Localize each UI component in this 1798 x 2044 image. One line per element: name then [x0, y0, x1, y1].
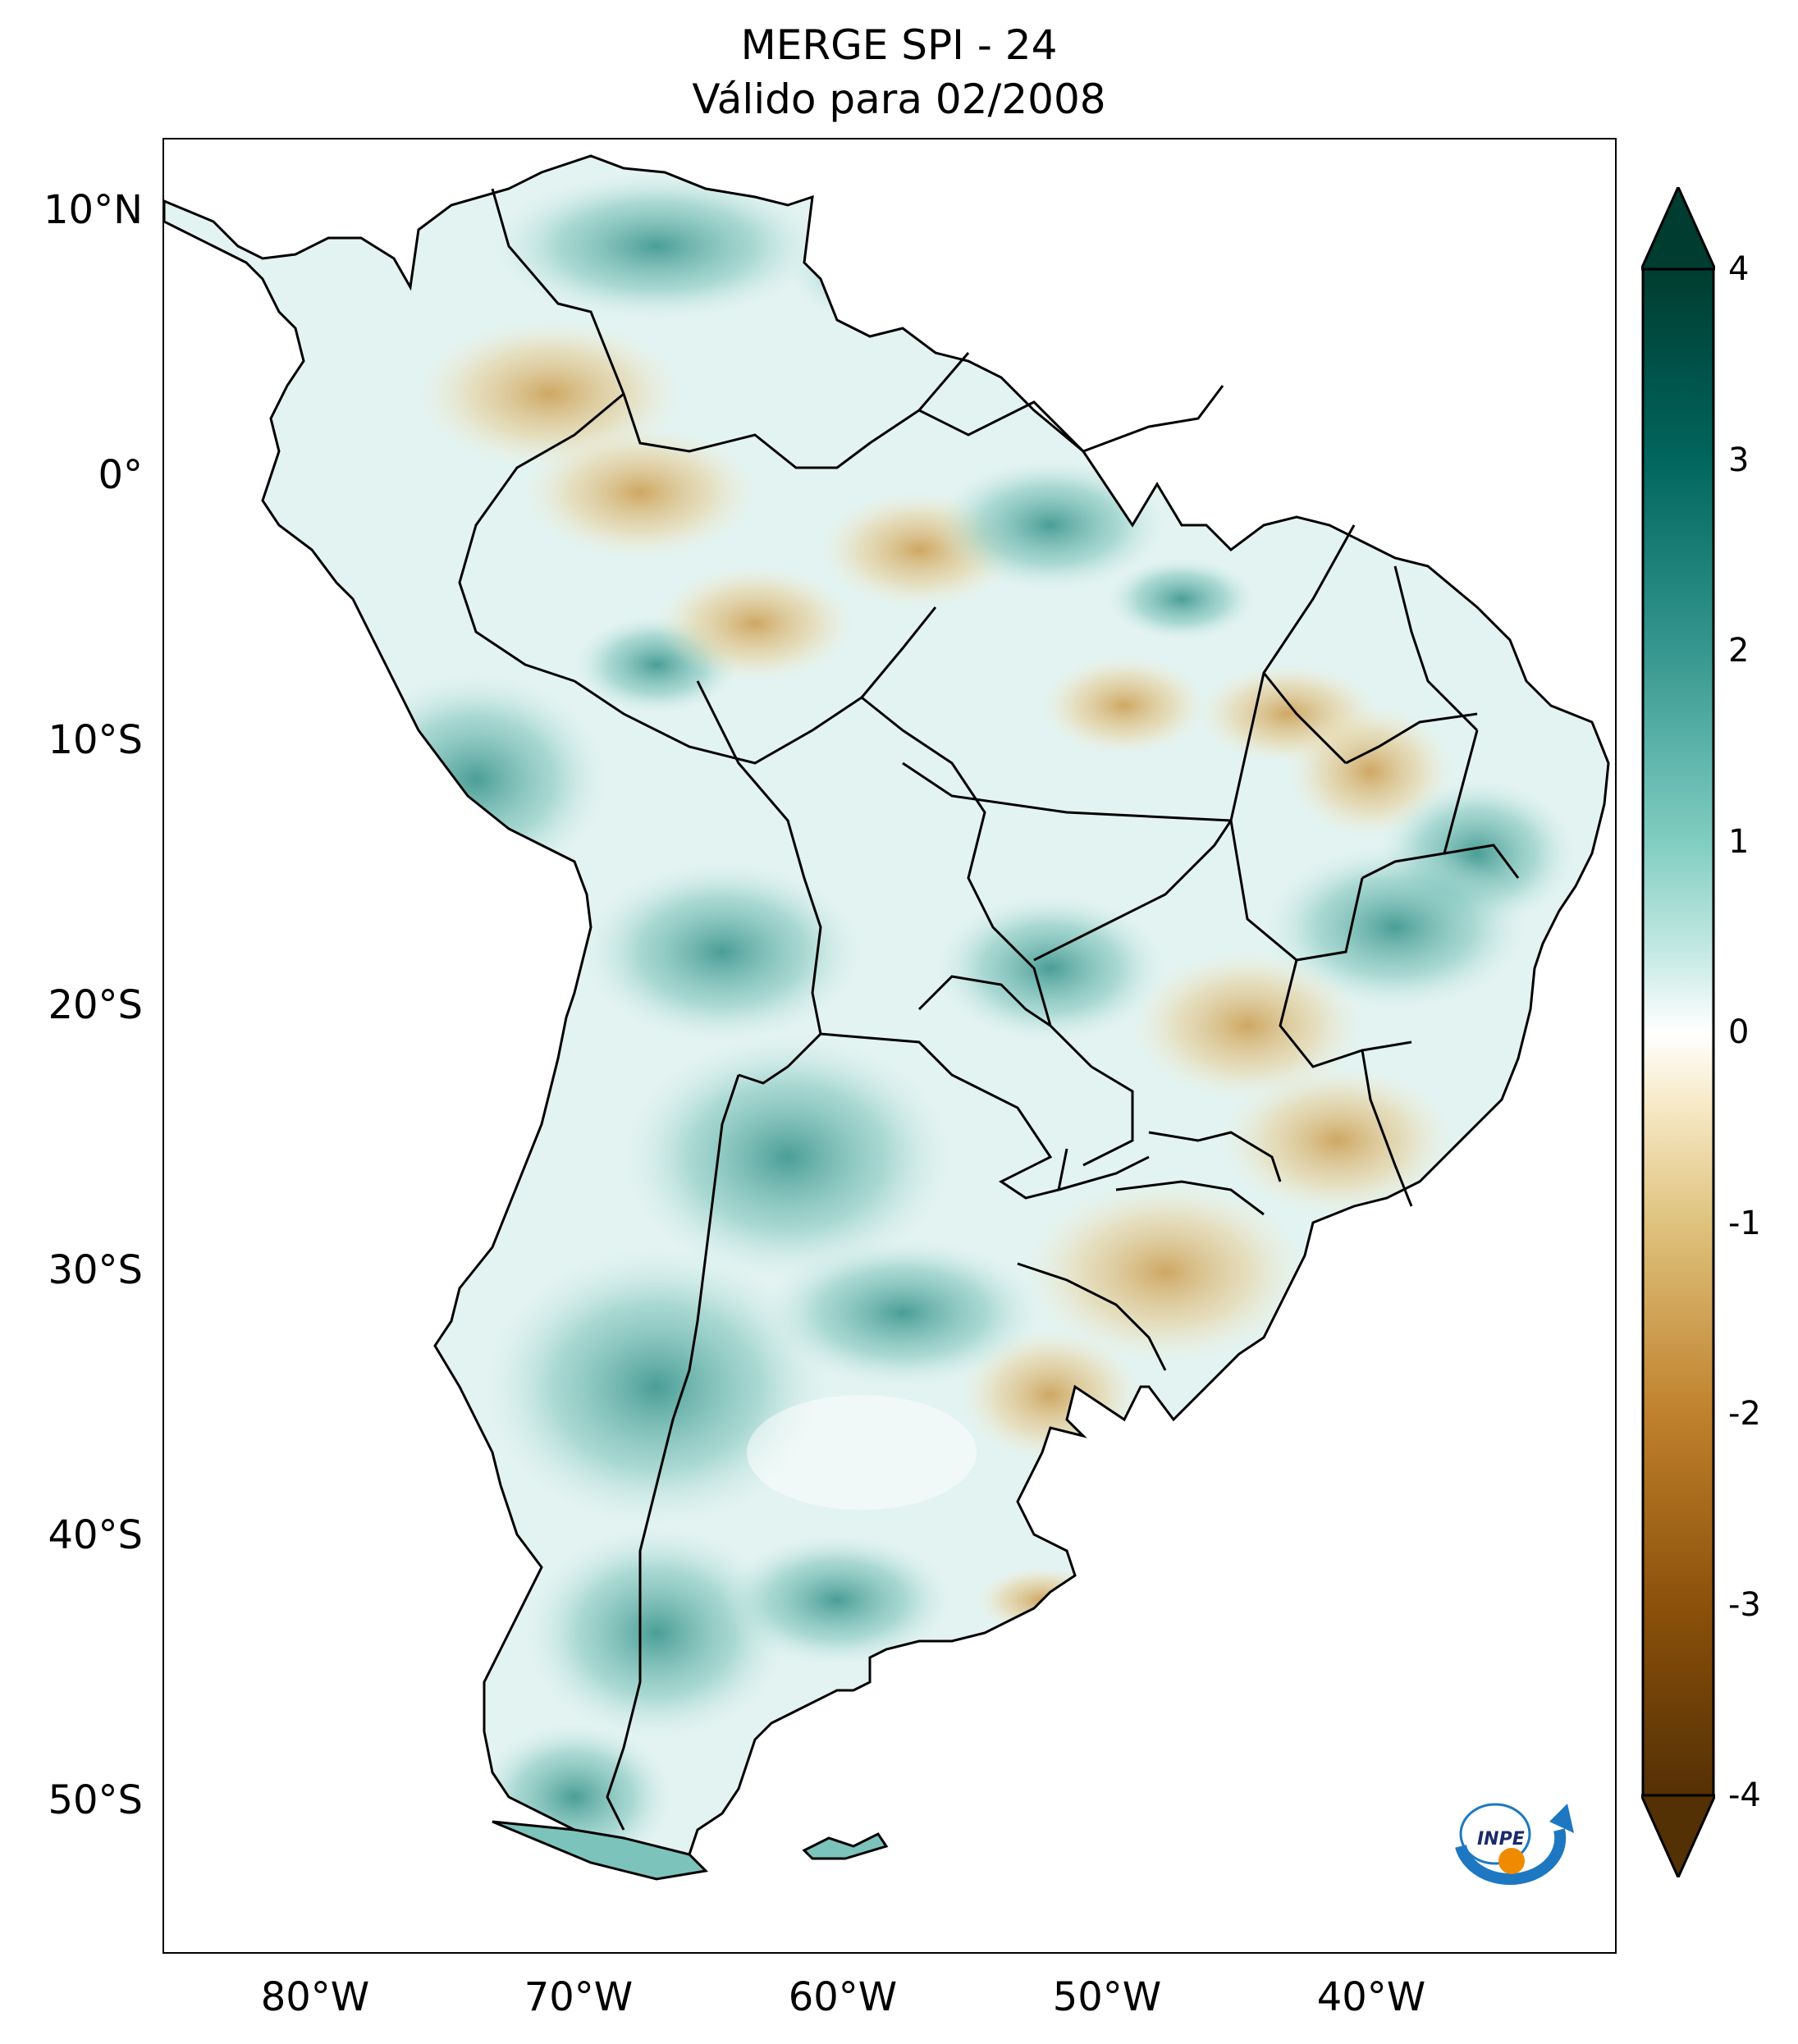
colorbar-tick-label: 4 [1728, 250, 1750, 288]
tierra-del-fuego [492, 1820, 709, 1881]
svg-text:INPE: INPE [1477, 1829, 1525, 1850]
political-borders [458, 188, 1520, 1831]
colorbar-max-arrow [1641, 187, 1715, 271]
colorbar-tick-label: -3 [1728, 1585, 1761, 1624]
colorbar-tick-label: -4 [1728, 1776, 1761, 1814]
lon-tick-50w: 50°W [1052, 1974, 1162, 2020]
colorbar-min-arrow [1641, 1794, 1715, 1877]
lon-tick-80w: 80°W [260, 1974, 370, 2020]
lat-tick-10n: 10°N [43, 187, 143, 233]
spi-colorbar [1641, 187, 1715, 1877]
colorbar-tick-label: 3 [1728, 441, 1750, 479]
lat-tick-0: 0° [98, 452, 143, 498]
lat-tick-40s: 40°S [48, 1512, 143, 1558]
lon-tick-40w: 40°W [1316, 1974, 1426, 2020]
map-panel [162, 138, 1617, 1954]
lat-tick-30s: 30°S [48, 1247, 143, 1293]
lon-tick-70w: 70°W [524, 1974, 634, 2020]
lon-tick-60w: 60°W [788, 1974, 898, 2020]
lat-tick-20s: 20°S [48, 982, 143, 1028]
colorbar-tick-label: -1 [1728, 1204, 1761, 1242]
lat-tick-50s: 50°S [48, 1777, 143, 1823]
lat-tick-10s: 10°S [48, 717, 143, 763]
colorbar-tick-label: 2 [1728, 632, 1750, 670]
colorbar-tick-label: 1 [1728, 822, 1750, 861]
colorbar-tick-label: 0 [1728, 1013, 1750, 1051]
map-title: MERGE SPI - 24 [740, 21, 1058, 69]
falkland-islands [802, 1832, 889, 1860]
colorbar-tick-label: -2 [1728, 1395, 1761, 1433]
south-america-map [164, 154, 1610, 1881]
inpe-logo: INPE [1455, 1803, 1574, 1886]
map-subtitle-date: Válido para 02/2008 [692, 75, 1106, 123]
